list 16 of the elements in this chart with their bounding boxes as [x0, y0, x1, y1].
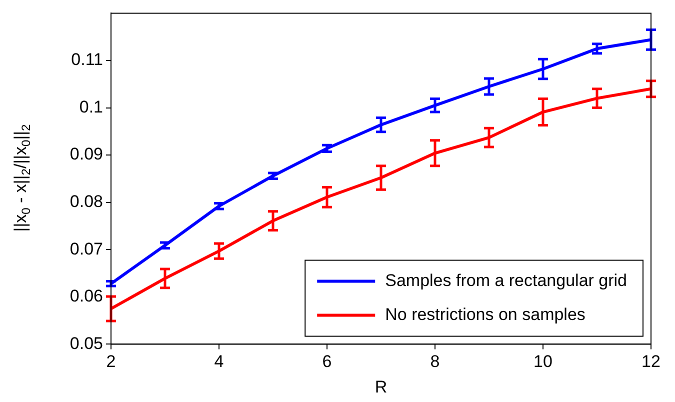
y-tick-label: 0.1: [79, 97, 103, 116]
x-tick-label: 12: [642, 352, 660, 372]
x-tick-label: 10: [534, 352, 552, 372]
x-axis-title: R: [374, 377, 388, 396]
legend-label: Samples from a rectangular grid: [385, 270, 628, 290]
y-tick-label: 0.08: [70, 192, 103, 212]
x-tick-label: 6: [322, 352, 332, 372]
x-tick-label: 8: [430, 352, 440, 372]
y-tick-label: 0.05: [70, 334, 103, 353]
x-tick-label: 2: [106, 352, 116, 372]
y-tick-label: 0.09: [70, 144, 103, 164]
y-tick-label: 0.07: [70, 239, 103, 258]
y-tick-label: 0.06: [70, 286, 103, 306]
legend-label: No restrictions on samples: [385, 304, 586, 324]
x-tick-label: 4: [214, 352, 224, 372]
y-tick-label: 0.11: [71, 50, 103, 70]
